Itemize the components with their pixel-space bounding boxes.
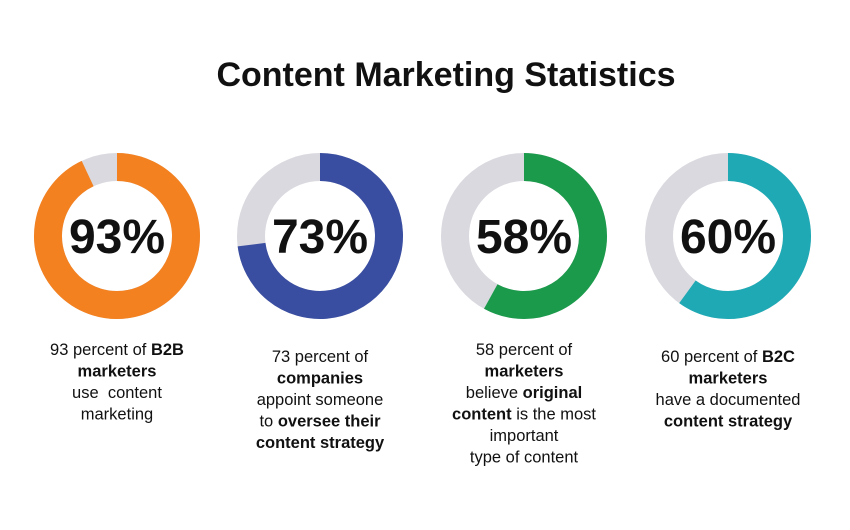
caption-line: important <box>490 427 559 445</box>
caption-text: marketers <box>78 363 157 381</box>
caption-text: 73 percent of <box>272 348 369 366</box>
caption-line: content strategy <box>256 434 385 452</box>
caption-text: oversee their <box>278 413 381 431</box>
page-title: Content Marketing Statistics <box>216 56 675 94</box>
caption-text: marketers <box>485 363 564 381</box>
caption-text: B2C <box>762 348 795 366</box>
caption-text: to <box>259 413 277 431</box>
caption-line: believe original <box>466 384 582 402</box>
caption-text: marketing <box>81 406 153 424</box>
caption-text: B2B <box>151 341 184 359</box>
caption-line: appoint someone <box>257 391 384 409</box>
caption-text: appoint someone <box>257 391 384 409</box>
caption-line: type of content <box>470 449 579 467</box>
caption-line: 60 percent of B2C <box>661 348 795 366</box>
value-label: 93% <box>69 211 165 264</box>
caption-text: important <box>490 427 559 445</box>
caption-text: have a documented <box>656 391 801 409</box>
caption-text: companies <box>277 370 363 388</box>
caption-line: marketers <box>689 370 768 388</box>
caption-text: 60 percent of <box>661 348 762 366</box>
caption-line: content strategy <box>664 413 793 431</box>
caption-text: 58 percent of <box>476 341 573 359</box>
caption-line: 73 percent of <box>272 348 369 366</box>
donut-arc <box>679 153 811 319</box>
caption-line: marketing <box>81 406 153 424</box>
caption-text: 93 percent of <box>50 341 151 359</box>
donut-arc <box>34 153 200 319</box>
caption-line: marketers <box>78 363 157 381</box>
caption-text: content strategy <box>664 413 793 431</box>
value-label: 60% <box>680 211 776 264</box>
caption-line: to oversee their <box>259 413 381 431</box>
caption-line: have a documented <box>656 391 801 409</box>
caption-line: 58 percent of <box>476 341 573 359</box>
caption-line: companies <box>277 370 363 388</box>
caption-text: is the most <box>512 406 597 424</box>
donut-arc <box>484 153 607 319</box>
caption-text: type of content <box>470 449 579 467</box>
value-label: 58% <box>476 211 572 264</box>
caption-line: use content <box>72 384 162 402</box>
caption-text: marketers <box>689 370 768 388</box>
caption-line: 93 percent of B2B <box>50 341 184 359</box>
caption-text: original <box>523 384 583 402</box>
caption-text: use content <box>72 384 162 402</box>
caption-line: content is the most <box>452 406 596 424</box>
caption-line: marketers <box>485 363 564 381</box>
caption-text: content strategy <box>256 434 385 452</box>
caption-text: believe <box>466 384 523 402</box>
value-label: 73% <box>272 211 368 264</box>
caption-text: content <box>452 406 512 424</box>
donut-arc <box>237 153 403 319</box>
